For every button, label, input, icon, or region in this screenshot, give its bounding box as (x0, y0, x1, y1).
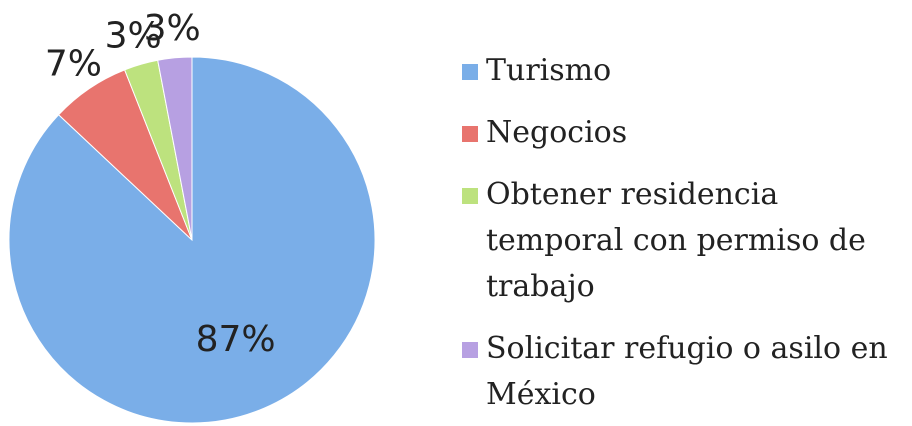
slice-label: 3% (105, 15, 162, 56)
legend-item: Negocios (462, 110, 907, 156)
legend-label: Negocios (486, 115, 628, 150)
pie-area: 87%7%3%3% (8, 8, 376, 424)
legend-swatch (462, 64, 478, 80)
pie-slice (157, 56, 193, 241)
legend: Turismo Negocios Obtener residencia tempor… (462, 48, 907, 426)
legend-label: Obtener residencia temporal con permiso … (486, 177, 866, 304)
legend-item: Turismo (462, 48, 907, 94)
legend-label: Turismo (486, 53, 612, 88)
legend-swatch (462, 188, 478, 204)
legend-label: Solicitar refugio o asilo en México (486, 331, 888, 412)
slice-label: 3% (144, 8, 201, 49)
legend-swatch (462, 342, 478, 358)
slice-label: 7% (45, 43, 102, 84)
legend-item: Obtener residencia temporal con permiso … (462, 172, 907, 310)
slice-label: 87% (196, 319, 276, 360)
legend-swatch (462, 126, 478, 142)
legend-item: Solicitar refugio o asilo en México (462, 326, 907, 418)
